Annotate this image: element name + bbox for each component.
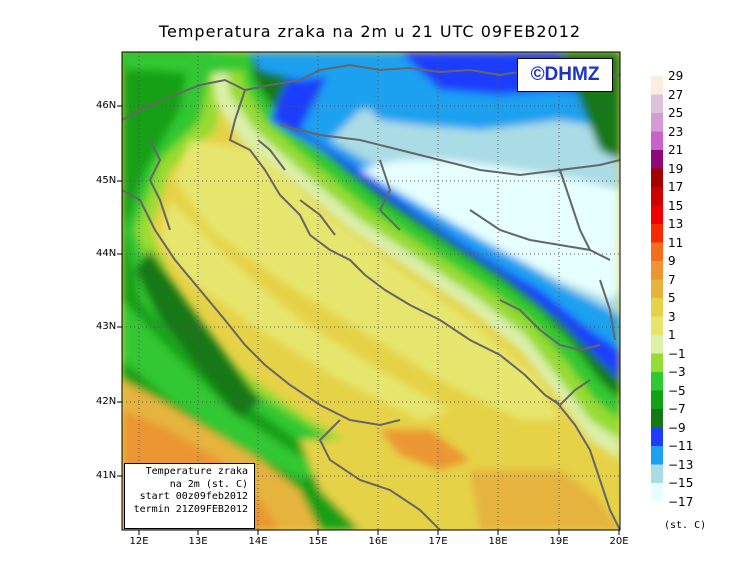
lat-label-45n: 45N (96, 175, 117, 186)
legend-label: 15 (668, 198, 684, 213)
legend-label: −17 (668, 494, 694, 509)
legend-swatch (651, 113, 663, 132)
legend-swatch (651, 76, 663, 95)
legend-label: 21 (668, 143, 684, 157)
legend-label: −7 (668, 402, 686, 416)
legend-label: 3 (668, 309, 676, 324)
legend-label: 19 (668, 161, 684, 176)
lon-label-14e: 14E (248, 536, 268, 547)
legend-label: 25 (668, 106, 684, 120)
legend-swatch (651, 353, 663, 372)
legend-unit: (st. C) (664, 520, 707, 531)
legend-label: 23 (668, 124, 684, 139)
legend-label: −9 (668, 420, 686, 435)
lon-label-16e: 16E (368, 536, 388, 547)
legend-swatch (651, 298, 663, 317)
dhmz-brand-label: ©DHMZ (517, 58, 613, 92)
legend-swatch (651, 427, 663, 446)
legend-label: −5 (668, 383, 686, 398)
legend-label: 9 (668, 254, 676, 268)
info-line-3: start 00z09feb2012 (139, 491, 248, 502)
legend-swatch (651, 168, 663, 187)
legend-swatch (651, 150, 663, 169)
lon-label-13e: 13E (188, 536, 208, 547)
legend-swatch (651, 242, 663, 261)
legend-label: 7 (668, 272, 676, 287)
legend-color-bar (651, 76, 663, 502)
info-line-4: termin 21Z09FEB2012 (133, 503, 248, 515)
legend-swatch (651, 94, 663, 113)
legend-swatch (651, 446, 663, 465)
legend-label: −11 (668, 439, 694, 453)
legend-swatch (651, 316, 663, 335)
legend-label: 13 (668, 217, 684, 231)
legend-label: 1 (668, 328, 676, 342)
legend-swatch (651, 409, 663, 428)
legend-label: −3 (668, 365, 686, 379)
coordinate-grid (122, 52, 620, 530)
map-frame (121, 51, 621, 531)
axis-ticks (117, 105, 620, 535)
lon-label-18e: 18E (488, 536, 508, 547)
legend-swatch (651, 372, 663, 391)
legend-swatch (651, 464, 663, 483)
legend-label: 29 (668, 69, 684, 83)
lon-label-12e: 12E (129, 536, 149, 547)
map-title: Temperatura zraka na 2m u 21 UTC 09FEB20… (158, 22, 582, 41)
info-line-1: Temperature zraka (145, 466, 248, 477)
legend-swatch (651, 261, 663, 280)
lon-label-19e: 19E (549, 536, 569, 547)
temperature-field (122, 52, 620, 530)
legend-swatch (651, 390, 663, 409)
lat-label-46n: 46N (96, 100, 117, 111)
lon-label-17e: 17E (428, 536, 448, 547)
legend-swatch (651, 205, 663, 224)
lat-label-41n: 41N (96, 470, 117, 481)
lat-label-44n: 44N (96, 248, 117, 259)
legend-label: 11 (668, 235, 684, 250)
lat-label-42n: 42N (96, 396, 117, 407)
legend-swatch (651, 187, 663, 206)
lon-label-15e: 15E (308, 536, 328, 547)
lon-label-20e: 20E (609, 536, 629, 547)
legend-swatch (651, 483, 663, 502)
legend-swatch (651, 131, 663, 150)
legend-label: 17 (668, 180, 684, 194)
legend-label: −15 (668, 476, 694, 490)
legend-label: 5 (668, 291, 676, 305)
legend-label: −13 (668, 457, 694, 472)
lat-label-43n: 43N (96, 321, 117, 332)
legend-label: −1 (668, 346, 686, 361)
legend-swatch (651, 224, 663, 243)
legend-label: 27 (668, 87, 684, 102)
legend-swatch (651, 335, 663, 354)
legend-swatch (651, 279, 663, 298)
info-line-2: na 2m (st. C) (169, 478, 248, 490)
info-box: Temperature zraka na 2m (st. C) start 00… (124, 463, 255, 529)
